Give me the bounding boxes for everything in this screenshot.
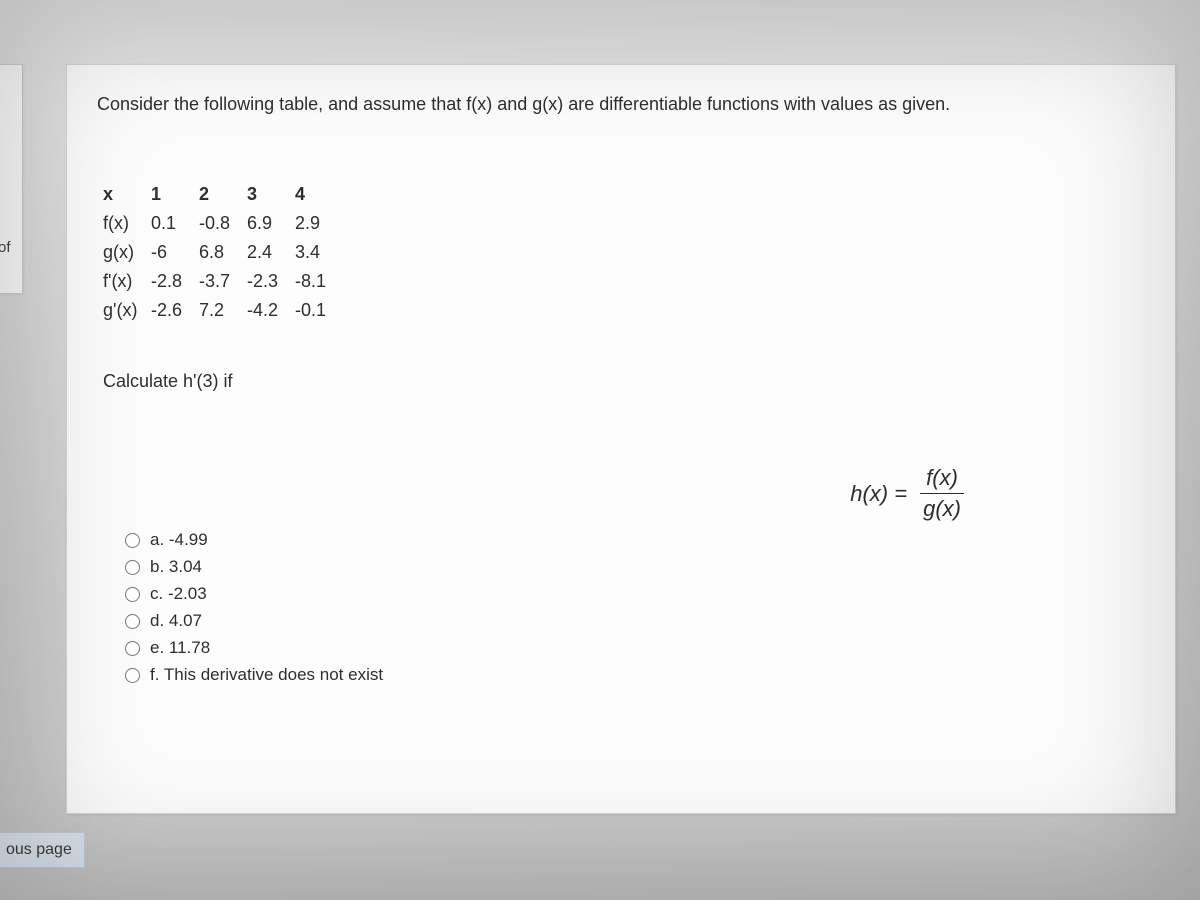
sidebar-progress-tile: of xyxy=(0,64,23,294)
option-a-radio[interactable] xyxy=(125,533,140,548)
hx-formula: h(x) = f(x) g(x) xyxy=(850,465,967,522)
table-row: g(x) -6 6.8 2.4 3.4 xyxy=(103,238,343,267)
progress-of-label: of xyxy=(0,239,11,256)
previous-page-button[interactable]: ous page xyxy=(0,832,85,868)
row-header: x xyxy=(103,180,151,209)
cell: 2.4 xyxy=(247,238,295,267)
col-header: 4 xyxy=(295,180,343,209)
col-header: 3 xyxy=(247,180,295,209)
col-header: 2 xyxy=(199,180,247,209)
option-label: d. 4.07 xyxy=(150,611,202,631)
formula-lhs: h(x) = xyxy=(850,481,907,507)
cell: -0.8 xyxy=(199,209,247,238)
cell: -6 xyxy=(151,238,199,267)
cell: -2.8 xyxy=(151,267,199,296)
option-label: c. -2.03 xyxy=(150,584,207,604)
table-row: x 1 2 3 4 xyxy=(103,180,343,209)
cell: 6.8 xyxy=(199,238,247,267)
option-d-radio[interactable] xyxy=(125,614,140,629)
table-row: g'(x) -2.6 7.2 -4.2 -0.1 xyxy=(103,296,343,325)
option-e-radio[interactable] xyxy=(125,641,140,656)
table-row: f'(x) -2.8 -3.7 -2.3 -8.1 xyxy=(103,267,343,296)
option-b-radio[interactable] xyxy=(125,560,140,575)
cell: -3.7 xyxy=(199,267,247,296)
cell: 0.1 xyxy=(151,209,199,238)
table-row: f(x) 0.1 -0.8 6.9 2.9 xyxy=(103,209,343,238)
option-label: b. 3.04 xyxy=(150,557,202,577)
question-prompt: Consider the following table, and assume… xyxy=(97,91,1145,118)
cell: -0.1 xyxy=(295,296,343,325)
row-header: f(x) xyxy=(103,209,151,238)
option-e[interactable]: e. 11.78 xyxy=(125,638,1145,658)
option-c[interactable]: c. -2.03 xyxy=(125,584,1145,604)
formula-numerator: f(x) xyxy=(920,465,964,494)
cell: -2.6 xyxy=(151,296,199,325)
question-card: Consider the following table, and assume… xyxy=(66,64,1176,814)
values-table: x 1 2 3 4 f(x) 0.1 -0.8 6.9 2.9 g(x) -6 … xyxy=(103,180,343,325)
row-header: f'(x) xyxy=(103,267,151,296)
option-label: f. This derivative does not exist xyxy=(150,665,383,685)
previous-page-label: ous page xyxy=(6,841,72,858)
option-label: e. 11.78 xyxy=(150,638,210,658)
option-a[interactable]: a. -4.99 xyxy=(125,530,1145,550)
cell: 6.9 xyxy=(247,209,295,238)
quiz-screen: of Consider the following table, and ass… xyxy=(0,0,1200,900)
cell: -4.2 xyxy=(247,296,295,325)
option-d[interactable]: d. 4.07 xyxy=(125,611,1145,631)
row-header: g'(x) xyxy=(103,296,151,325)
answer-options: a. -4.99 b. 3.04 c. -2.03 d. 4.07 e. 11.… xyxy=(125,530,1145,685)
row-header: g(x) xyxy=(103,238,151,267)
cell: -2.3 xyxy=(247,267,295,296)
cell: -8.1 xyxy=(295,267,343,296)
cell: 3.4 xyxy=(295,238,343,267)
calculate-line: Calculate h'(3) if xyxy=(103,371,1145,392)
option-c-radio[interactable] xyxy=(125,587,140,602)
formula-fraction: f(x) g(x) xyxy=(917,465,967,522)
col-header: 1 xyxy=(151,180,199,209)
option-f-radio[interactable] xyxy=(125,668,140,683)
option-label: a. -4.99 xyxy=(150,530,208,550)
formula-denominator: g(x) xyxy=(917,494,967,522)
cell: 7.2 xyxy=(199,296,247,325)
cell: 2.9 xyxy=(295,209,343,238)
option-b[interactable]: b. 3.04 xyxy=(125,557,1145,577)
option-f[interactable]: f. This derivative does not exist xyxy=(125,665,1145,685)
